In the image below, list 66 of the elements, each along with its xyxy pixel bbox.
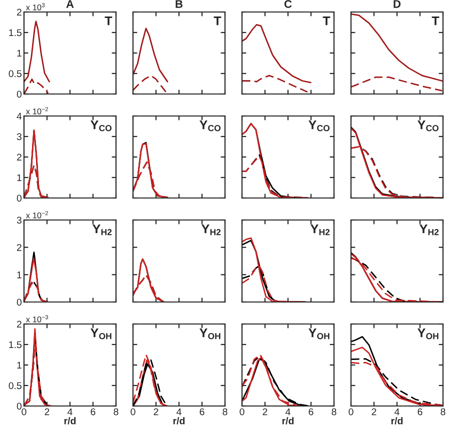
text: x 10$^{−3}$ (26, 315, 48, 322)
text: x 10$^{3}$ (26, 3, 45, 10)
x-tick-label: 4 (394, 408, 400, 416)
x-tick-label: 8 (114, 408, 118, 416)
chart-title: C (284, 0, 292, 8)
y-tick-label: 0 (16, 298, 22, 306)
annotation: Y$_{CO}$ (200, 120, 221, 132)
annotation: Y$_{CO}$ (90, 120, 112, 132)
x-tick-label: 4 (68, 408, 72, 416)
x-tick-label: 8 (332, 408, 336, 416)
y-tick-label: 0 (16, 194, 22, 202)
x-tick-label: 0 (348, 408, 354, 416)
annotation: Y$_{H2}$ (92, 224, 112, 236)
annotation: Y$_{H2}$ (420, 224, 439, 236)
x-tick-label: 6 (200, 408, 204, 416)
annotation: T (214, 16, 222, 26)
y-tick-label: 3 (16, 216, 22, 224)
annotation: T (322, 16, 330, 26)
y-tick-label: 4 (16, 112, 22, 120)
y-tick-label: 1 (17, 362, 22, 369)
chart-title: D (394, 0, 401, 8)
x-tick-label: 6 (418, 408, 422, 416)
x-tick-label: 6 (90, 408, 96, 416)
y-tick-label: 1 (17, 50, 22, 57)
annotation: Y$_{OH}$ (90, 328, 112, 340)
x-tick-label: 6 (308, 408, 314, 416)
x-axis-title: r/d (173, 417, 185, 424)
y-tick-label: 2 (17, 244, 22, 251)
y-tick-label: 1 (17, 272, 22, 278)
x-tick-label: 4 (286, 408, 290, 416)
x-tick-label: 2 (262, 408, 268, 416)
x-tick-label: 8 (222, 408, 228, 416)
x-tick-label: 2 (372, 408, 376, 416)
x-tick-label: 2 (154, 408, 158, 416)
y-tick-label: 0 (16, 90, 22, 98)
annotation: T (432, 16, 440, 26)
x-tick-label: 0 (240, 408, 244, 416)
y-tick-label: 0.5 (8, 382, 22, 390)
x-tick-label: 2 (44, 408, 50, 416)
annotation: Y$_{H2}$ (310, 224, 330, 236)
x-tick-label: 8 (440, 408, 446, 416)
y-tick-label: 0.5 (8, 70, 22, 78)
y-tick-label: 1 (17, 174, 22, 182)
y-tick-label: 1.5 (9, 29, 22, 36)
annotation: Y$_{H2}$ (202, 224, 221, 236)
annotation: Y$_{OH}$ (308, 328, 330, 340)
annotation: Y$_{CO}$ (418, 120, 439, 132)
y-tick-label: 2 (17, 154, 22, 161)
text: x 10$^{−2}$ (26, 107, 48, 114)
text: x 10$^{−2}$ (26, 211, 48, 218)
x-tick-label: 0 (130, 408, 136, 416)
y-tick-label: 2 (17, 8, 22, 16)
y-tick-label: 1.5 (9, 341, 22, 348)
chart-title: A (66, 0, 74, 8)
annotation: Y$_{CO}$ (308, 120, 330, 132)
x-tick-label: 4 (176, 408, 182, 416)
x-axis-title: r/d (391, 417, 403, 424)
annotation: Y$_{OH}$ (418, 328, 438, 340)
y-tick-label: 2 (17, 320, 22, 328)
annotation: Y$_{OH}$ (200, 328, 220, 340)
annotation: T (104, 16, 112, 26)
x-axis-title: r/d (64, 417, 76, 424)
x-axis-title: r/d (282, 417, 294, 424)
y-tick-label: 3 (16, 133, 22, 140)
chart-title: B (176, 0, 183, 8)
y-tick-label: 0 (16, 402, 22, 410)
